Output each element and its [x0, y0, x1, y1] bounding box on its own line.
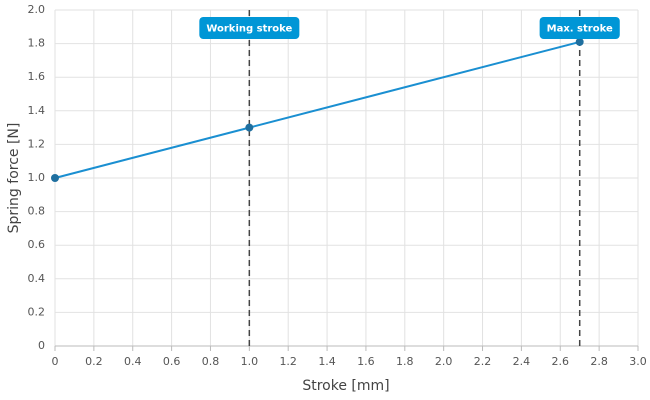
- y-tick-label: 0.8: [28, 205, 46, 218]
- x-tick-label: 1.0: [241, 355, 259, 368]
- y-tick-label: 0.2: [28, 305, 46, 318]
- x-tick-label: 2.2: [474, 355, 492, 368]
- x-tick-label: 3.0: [629, 355, 647, 368]
- y-tick-label: 2.0: [28, 3, 46, 16]
- x-axis-label: Stroke [mm]: [302, 378, 389, 394]
- y-tick-label: 1.4: [28, 104, 46, 117]
- data-point: [245, 123, 254, 132]
- x-tick-label: 2.4: [513, 355, 531, 368]
- data-point: [51, 174, 59, 182]
- y-tick-label: 0.6: [28, 238, 46, 251]
- annotation-label: Working stroke: [206, 24, 292, 35]
- x-tick-label: 1.6: [357, 355, 375, 368]
- x-tick-label: 0.2: [85, 355, 103, 368]
- x-tick-label: 1.4: [318, 355, 336, 368]
- y-tick-label: 1.8: [28, 37, 46, 50]
- y-tick-label: 0.4: [28, 272, 46, 285]
- x-tick-label: 0.8: [202, 355, 220, 368]
- y-axis-label: Spring force [N]: [6, 123, 22, 234]
- x-tick-label: 0: [52, 355, 59, 368]
- y-tick-label: 1.2: [28, 137, 46, 150]
- data-line: [54, 40, 580, 179]
- annotation-box: [539, 17, 620, 39]
- y-tick-label: 0: [38, 339, 45, 352]
- x-tick-label: 2.0: [435, 355, 453, 368]
- annotation-box: [199, 17, 300, 39]
- x-tick-label: 1.2: [279, 355, 297, 368]
- x-tick-label: 2.8: [590, 355, 608, 368]
- x-tick-label: 1.8: [396, 355, 414, 368]
- x-tick-label: 2.6: [552, 355, 570, 368]
- y-tick-label: 1.6: [28, 70, 46, 83]
- x-tick-label: 0.6: [163, 355, 181, 368]
- annotation-label: Max. stroke: [547, 24, 613, 35]
- data-point: [575, 37, 584, 46]
- x-tick-label: 0.4: [124, 355, 142, 368]
- y-tick-label: 1.0: [28, 171, 46, 184]
